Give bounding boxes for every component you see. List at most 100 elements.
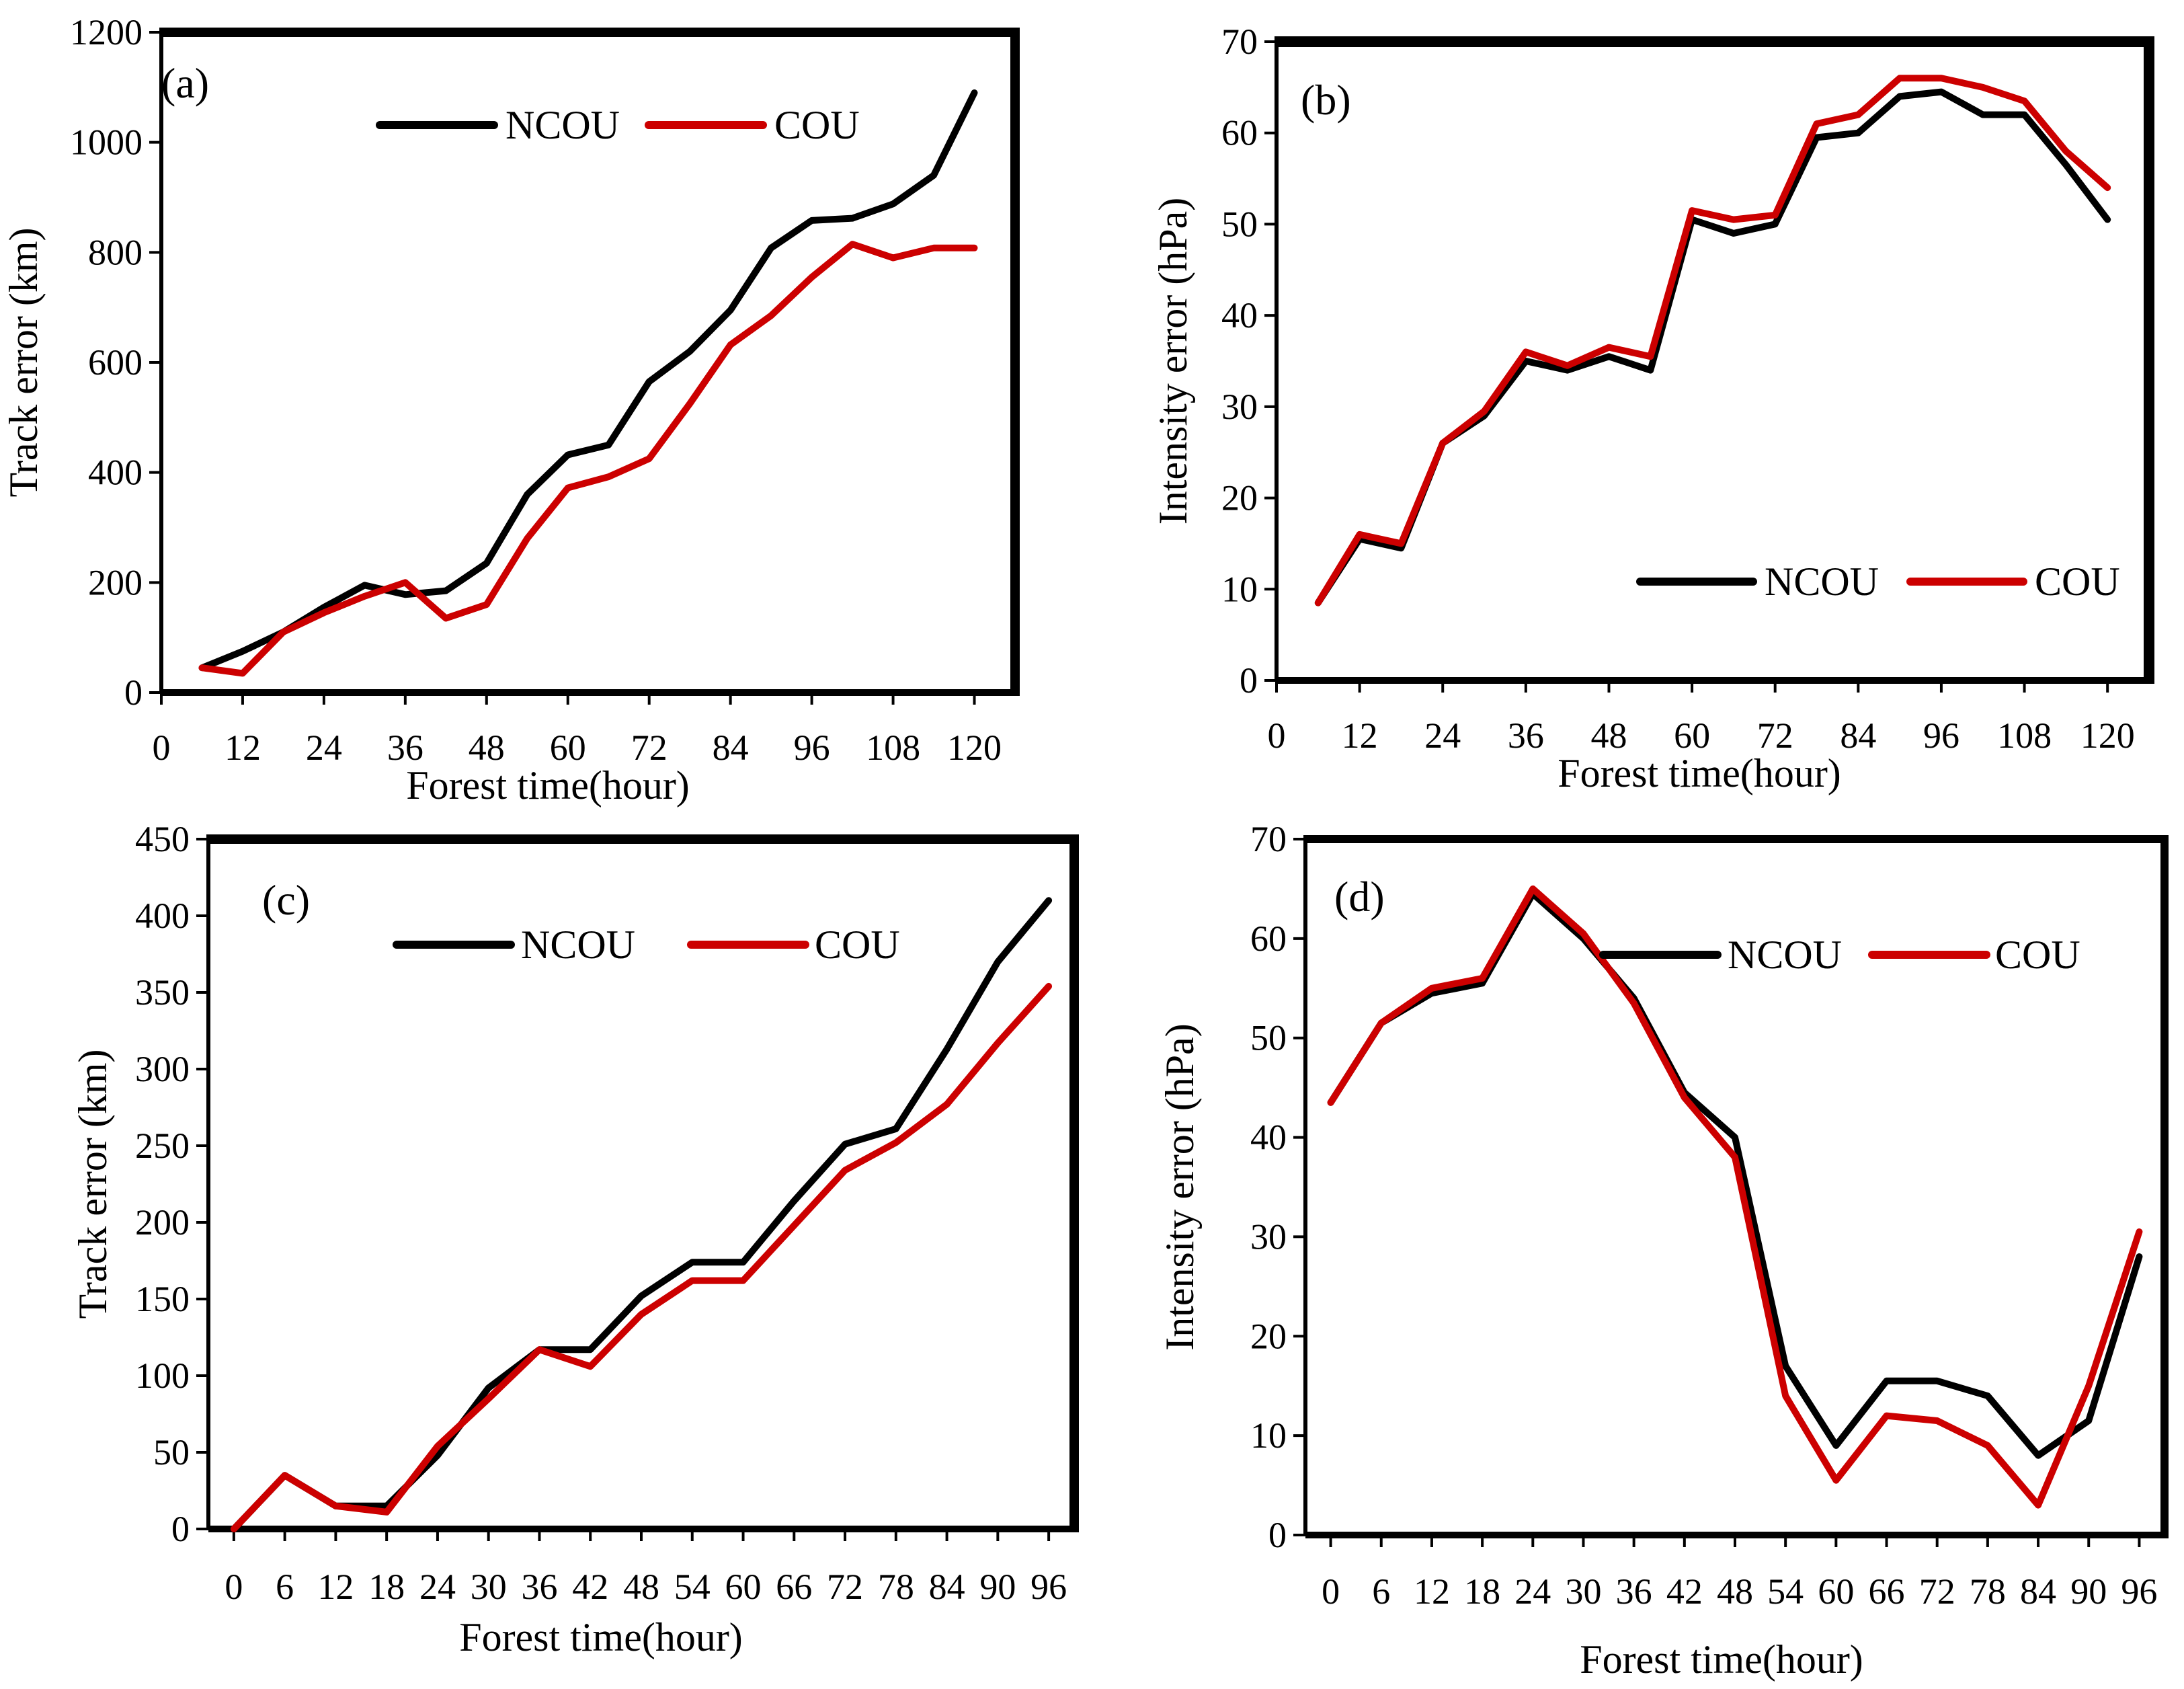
x-tick-label: 36	[521, 1567, 557, 1607]
y-tick-label: 20	[1221, 478, 1258, 518]
series-line-cou	[1327, 885, 2143, 1509]
data-point-ncou	[2023, 113, 2026, 116]
data-point-cou	[729, 343, 732, 346]
x-tick-label: 96	[794, 728, 830, 768]
x-tick-label: 42	[572, 1567, 608, 1607]
y-tick-label: 60	[1250, 918, 1287, 959]
data-point-ncou	[1773, 223, 1777, 226]
x-tick-label: 66	[1869, 1571, 1905, 1612]
x-tick-label: 48	[1717, 1571, 1753, 1612]
x-tick-label: 24	[1424, 715, 1461, 756]
x-tick-label: 84	[713, 728, 749, 768]
data-point-cou	[322, 611, 325, 615]
data-point-ncou	[444, 589, 448, 592]
data-point-cou	[810, 276, 813, 279]
panel-label: (c)	[262, 876, 310, 924]
data-point-ncou	[1815, 136, 1818, 139]
data-point-ncou	[607, 443, 610, 446]
data-point-ncou	[526, 493, 529, 496]
data-point-cou	[1316, 601, 1320, 604]
data-point-cou	[793, 1224, 796, 1227]
data-point-cou	[932, 246, 936, 249]
x-tick-label: 78	[1970, 1571, 2006, 1612]
data-point-ncou	[1400, 547, 1403, 550]
data-point-cou	[436, 1444, 439, 1448]
data-point-cou	[844, 1169, 847, 1172]
data-point-cou	[1691, 209, 1694, 212]
series-line-ncou	[1327, 890, 2143, 1459]
data-point-cou	[232, 1528, 235, 1530]
data-point-ncou	[741, 1261, 745, 1264]
y-tick-label: 350	[135, 972, 190, 1013]
data-point-cou	[894, 1141, 897, 1144]
series-line-cou	[1314, 75, 2111, 606]
x-tick-label: 36	[1508, 715, 1544, 756]
x-tick-label: 42	[1666, 1571, 1703, 1612]
data-point-cou	[1400, 542, 1403, 545]
data-point-cou	[741, 1279, 745, 1282]
data-point-ncou	[844, 1142, 847, 1146]
data-point-ncou	[487, 1386, 490, 1390]
y-tick-label: 0	[1240, 660, 1258, 701]
x-tick-label: 30	[1565, 1571, 1601, 1612]
x-tick-label: 24	[1514, 1571, 1551, 1612]
data-point-cou	[1734, 1156, 1736, 1159]
data-point-ncou	[403, 593, 407, 596]
data-point-ncou	[688, 350, 692, 353]
x-tick-label: 48	[1590, 715, 1627, 756]
x-tick-label: 60	[725, 1567, 762, 1607]
y-tick-label: 1000	[70, 122, 143, 163]
x-tick-label: 96	[2121, 1571, 2157, 1612]
x-axis-title: Forest time(hour)	[1558, 751, 1841, 795]
x-tick-label: 60	[1818, 1571, 1854, 1612]
data-point-cou	[2106, 186, 2109, 190]
data-point-cou	[1531, 887, 1535, 890]
y-tick-label: 50	[1221, 204, 1258, 244]
y-tick-label: 100	[135, 1356, 190, 1396]
data-point-cou	[1815, 122, 1818, 126]
data-point-cou	[200, 666, 204, 670]
data-point-ncou	[996, 960, 1000, 964]
x-tick-label: 60	[1674, 715, 1710, 756]
data-point-ncou	[322, 606, 325, 609]
data-point-cou	[363, 594, 366, 598]
data-point-ncou	[2106, 218, 2109, 221]
data-point-ncou	[1939, 90, 1943, 93]
legend-label-ncou: NCOU	[1765, 559, 1879, 604]
data-point-cou	[1524, 350, 1527, 354]
data-point-ncou	[810, 219, 813, 222]
x-tick-label: 6	[276, 1567, 294, 1607]
data-point-ncou	[729, 309, 732, 312]
data-point-ncou	[690, 1261, 694, 1264]
x-tick-label: 120	[947, 728, 1002, 768]
x-tick-label: 48	[623, 1567, 659, 1607]
data-point-ncou	[1935, 1379, 1939, 1382]
data-point-cou	[2037, 1503, 2040, 1507]
x-tick-label: 108	[1997, 715, 2052, 756]
y-tick-label: 400	[135, 896, 190, 936]
data-point-cou	[1047, 984, 1051, 988]
x-tick-label: 60	[550, 728, 586, 768]
y-tick-label: 50	[1250, 1018, 1287, 1058]
data-point-ncou	[932, 173, 936, 177]
x-tick-label: 72	[1757, 715, 1793, 756]
legend-label-cou: COU	[815, 922, 900, 967]
y-axis-title: Track error (km)	[71, 1050, 115, 1319]
data-point-cou	[1986, 1444, 1989, 1447]
y-tick-label: 40	[1250, 1117, 1287, 1158]
data-point-ncou	[1732, 232, 1735, 235]
data-point-cou	[334, 1504, 337, 1507]
data-point-cou	[640, 1312, 643, 1316]
y-tick-label: 300	[135, 1049, 190, 1089]
x-tick-label: 96	[1923, 715, 1959, 756]
data-point-cou	[1935, 1419, 1939, 1422]
y-tick-label: 1200	[70, 12, 143, 52]
legend-label-cou: COU	[774, 103, 860, 147]
data-point-cou	[2087, 1384, 2091, 1388]
data-point-ncou	[2087, 1419, 2091, 1422]
x-tick-label: 108	[866, 728, 920, 768]
data-point-cou	[1379, 1021, 1383, 1025]
data-point-cou	[487, 1397, 490, 1401]
x-tick-label: 90	[2070, 1571, 2107, 1612]
